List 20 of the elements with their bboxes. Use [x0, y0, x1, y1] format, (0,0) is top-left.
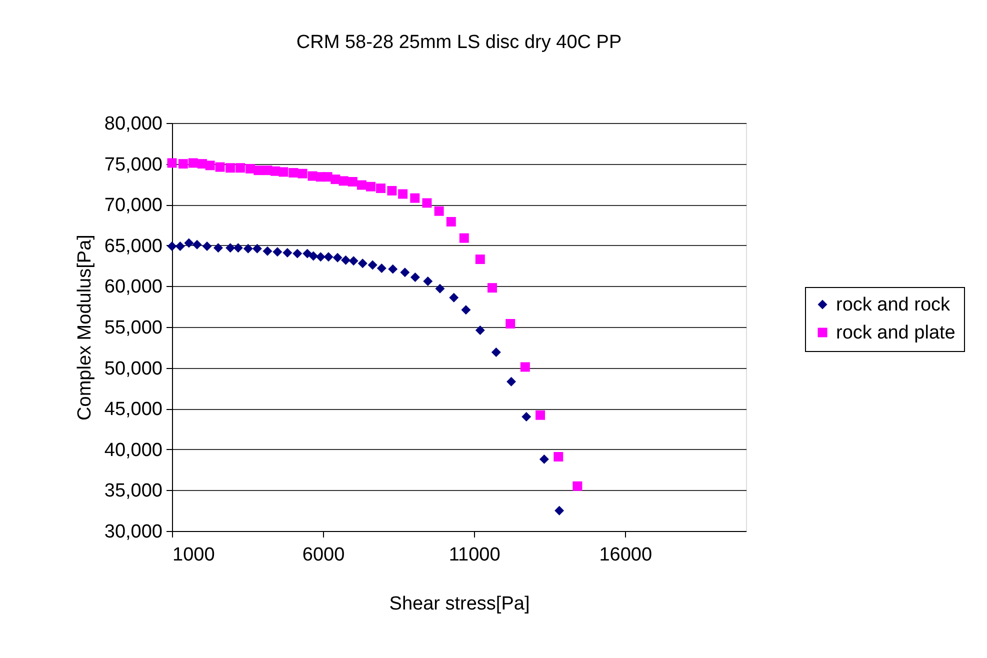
legend-label: rock and plate — [836, 322, 956, 344]
y-tick-label: 35,000 — [104, 480, 162, 502]
y-axis-title: Complex Modulus[Pa] — [74, 234, 96, 420]
y-tick-label: 80,000 — [104, 114, 162, 134]
x-tick-label: 11000 — [448, 544, 500, 566]
x-axis-title: Shear stress[Pa] — [389, 594, 530, 614]
y-tick-label: 55,000 — [104, 318, 162, 338]
y-tick-label: 30,000 — [104, 522, 162, 542]
y-tick-label: 45,000 — [104, 399, 162, 420]
legend-label: rock and rock — [836, 294, 951, 316]
y-tick-label: 50,000 — [104, 358, 162, 380]
chart-title: CRM 58-28 25mm LS disc dry 40C PP — [296, 32, 622, 53]
y-tick-label: 40,000 — [104, 440, 162, 461]
y-tick-label: 75,000 — [104, 154, 162, 176]
y-tick-label: 60,000 — [104, 276, 162, 298]
x-tick-label: 6000 — [302, 544, 345, 566]
x-tick-label: 1000 — [172, 544, 215, 566]
x-tick-label: 16000 — [599, 544, 652, 566]
y-tick-label: 70,000 — [104, 195, 162, 216]
y-tick-label: 65,000 — [104, 236, 162, 257]
